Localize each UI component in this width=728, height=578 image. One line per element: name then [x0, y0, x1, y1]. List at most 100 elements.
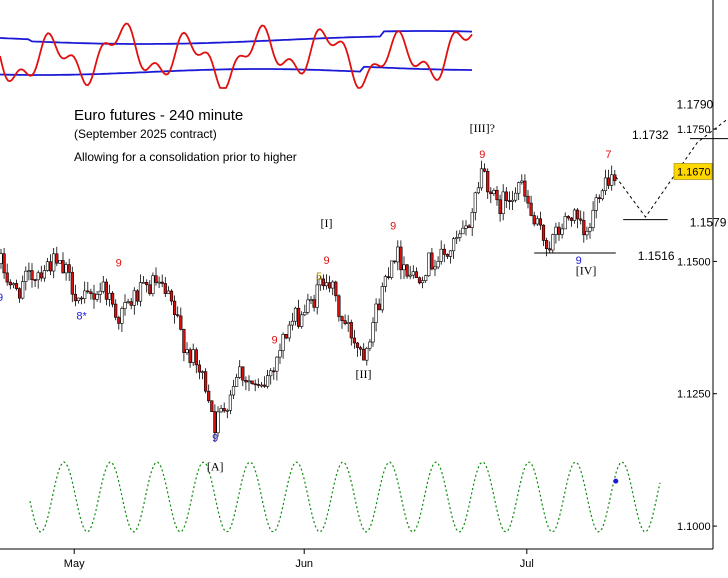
candle-body-up [408, 274, 412, 277]
candle [207, 384, 211, 403]
candle [439, 240, 443, 265]
candle-body-up [95, 294, 99, 300]
candle [129, 298, 133, 310]
candle-body-up [492, 190, 496, 195]
candle-body-up [476, 187, 481, 194]
candle [300, 311, 304, 329]
candle [473, 191, 477, 221]
time-axis: May Jun Jul [0, 548, 713, 570]
candle-body-up [98, 290, 102, 295]
candle [306, 293, 310, 315]
candle-body-down [414, 271, 419, 279]
candle [0, 248, 3, 269]
candle-body-up [585, 231, 589, 236]
candle-body-up [132, 290, 136, 306]
candle-body-down [417, 277, 422, 284]
last-price-label: 1.1670 [677, 167, 711, 179]
candle [132, 287, 136, 315]
candle [14, 279, 19, 291]
candle-body-down [222, 408, 226, 412]
candle-body-up [36, 272, 40, 281]
candle-body-down [541, 224, 546, 241]
candle-body-up [346, 322, 350, 324]
candle [145, 279, 149, 293]
candle-body-up [551, 234, 555, 251]
projection-line [615, 118, 728, 218]
candle-body-down [176, 314, 180, 317]
candle [210, 400, 214, 412]
candle-body-down [355, 342, 360, 348]
candle-body-up [448, 250, 453, 257]
count-label: 5 [316, 271, 322, 283]
candle-body-up [219, 408, 223, 413]
candle [114, 299, 118, 321]
candle [95, 291, 99, 302]
candle-body-up [27, 270, 31, 272]
last-price-box [673, 163, 713, 180]
candle-body-up [402, 264, 406, 271]
candle [371, 317, 375, 347]
candle [436, 256, 440, 270]
candle-body-up [458, 233, 462, 238]
candle-body-up [600, 190, 604, 200]
candle [470, 208, 474, 236]
candle [417, 276, 422, 285]
oscillator-upper-band [0, 30, 473, 45]
candle [182, 328, 186, 362]
candle [256, 378, 260, 388]
candle [327, 275, 332, 293]
candle-body-up [473, 192, 477, 213]
candle [58, 260, 62, 264]
candle [235, 373, 239, 387]
candle-body-up [603, 177, 608, 191]
candle-body-up [591, 210, 595, 228]
candle-body-down [213, 411, 217, 434]
candle [244, 376, 248, 391]
candle-body-down [179, 315, 183, 330]
chart-subtitle: (September 2025 contract) [74, 127, 217, 141]
candle-body-up [123, 302, 127, 309]
candle [101, 276, 105, 294]
candle [148, 280, 152, 296]
candle [557, 222, 561, 241]
candle [610, 165, 614, 191]
candle [107, 284, 112, 307]
candle [86, 281, 90, 294]
level-label: 1.1516 [638, 249, 675, 263]
candle-body-up [420, 280, 425, 284]
candle-body-up [455, 237, 459, 240]
candle-body-down [207, 390, 211, 402]
candle [411, 265, 415, 279]
candle-body-up [126, 301, 130, 304]
candle-body-up [427, 252, 431, 276]
candle-body-up [269, 370, 273, 377]
candle-body-down [575, 209, 580, 220]
candle [24, 266, 28, 291]
candle-body-down [613, 174, 617, 182]
candle-body-up [11, 283, 16, 286]
candle [250, 380, 254, 385]
candle-body-up [45, 261, 50, 271]
count-label: 8* [76, 311, 87, 323]
candle [70, 266, 74, 303]
candle [482, 163, 487, 173]
candle [157, 276, 161, 288]
candle [430, 248, 434, 271]
x-tick-label: Jul [520, 558, 534, 570]
candle [52, 248, 56, 279]
candle-body-up [318, 278, 322, 286]
candle-body-up [389, 260, 394, 278]
candle-body-down [70, 272, 74, 295]
candle [380, 282, 384, 313]
candle-body-up [610, 174, 614, 186]
candle [117, 315, 121, 330]
candle-body-down [145, 281, 149, 286]
chart-annotation: Allowing for a consolidation prior to hi… [74, 150, 297, 164]
candle-body-down [343, 320, 347, 324]
candle [176, 306, 180, 318]
candle [39, 265, 43, 282]
candle-body-down [256, 384, 260, 386]
candle-body-down [498, 199, 502, 215]
candle-body-down [538, 218, 542, 226]
candle [582, 211, 586, 243]
